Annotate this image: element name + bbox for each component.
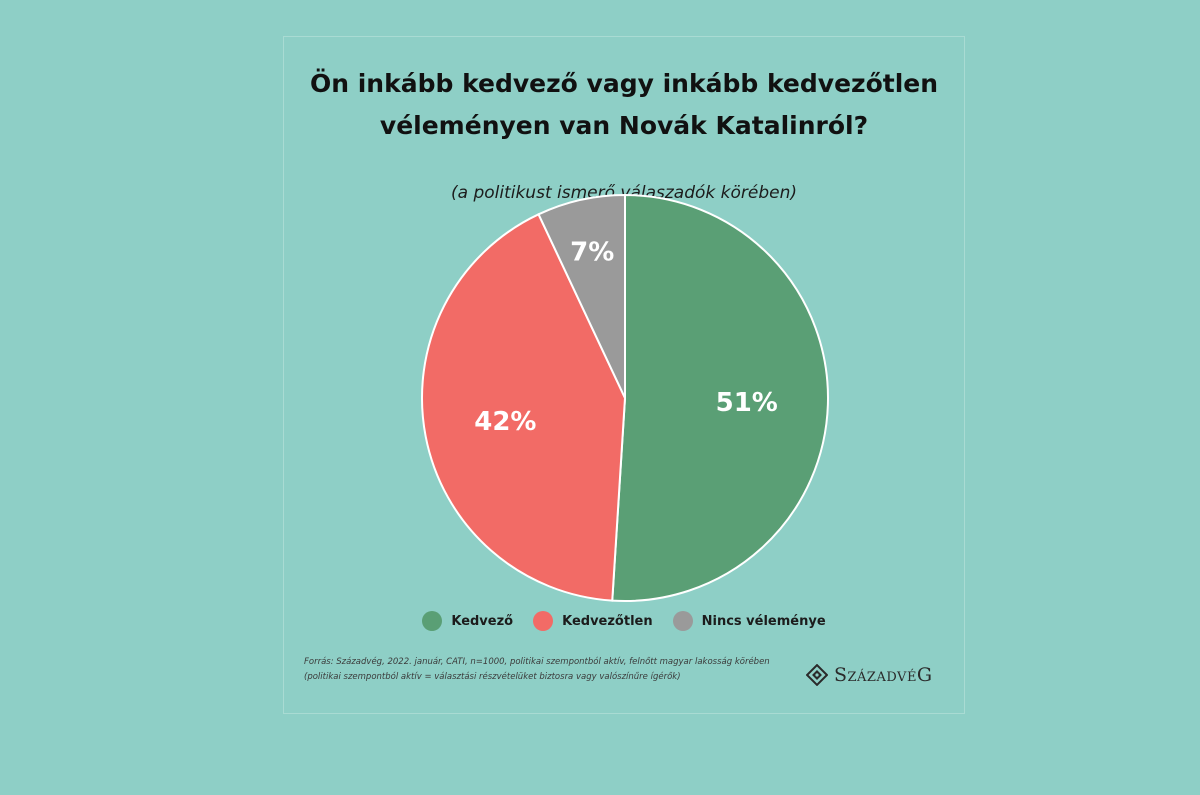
chart-subtitle: (a politikust ismerő válaszadók körében) (450, 183, 798, 203)
pie-label-kedvezotlen: 42% (474, 407, 536, 437)
legend-swatch-kedvezotlen (533, 611, 554, 631)
chart-title-line-2: véleményen van Novák Katalinról? (379, 111, 869, 140)
logo-mark-icon (806, 664, 828, 686)
chart-legend: Kedvező Kedvezőtlen Nincs véleménye (284, 611, 964, 631)
chart-title-line-1: Ön inkább kedvező vagy inkább kedvezőtle… (309, 69, 939, 98)
source-note: Forrás: Századvég, 2022. január, CATI, n… (304, 655, 774, 685)
pie-label-kedvezo: 51% (716, 388, 778, 418)
legend-swatch-kedvezo (422, 611, 443, 631)
legend-label-kedvezo: Kedvező (451, 613, 514, 629)
pie-slice-kedvezotlen (421, 212, 627, 602)
szazadveg-logo: SzázadvéG (806, 664, 933, 686)
pie-slice-kedvezo (611, 193, 830, 602)
legend-label-kedvezotlen: Kedvezőtlen (562, 613, 653, 629)
source-line-2: (politikai szempontból aktív = választás… (304, 672, 681, 682)
legend-label-nincs-velemenye: Nincs véleménye (701, 613, 826, 629)
source-line-1: Forrás: Századvég, 2022. január, CATI, n… (304, 657, 770, 667)
legend-item-kedvezotlen: Kedvezőtlen (533, 611, 653, 631)
legend-swatch-nincs-velemenye (672, 611, 693, 631)
chart-title: Ön inkább kedvező vagy inkább kedvezőtle… (284, 63, 964, 147)
pie-chart: 51% 42% 7% (421, 193, 830, 602)
pie-label-nincs-velemenye: 7% (570, 237, 614, 267)
legend-item-nincs-velemenye: Nincs véleménye (672, 611, 826, 631)
legend-item-kedvezo: Kedvező (422, 611, 513, 631)
chart-card: Ön inkább kedvező vagy inkább kedvezőtle… (283, 36, 965, 714)
logo-text: SzázadvéG (834, 664, 933, 686)
pie-slice-nincs-velemenye (537, 193, 626, 399)
